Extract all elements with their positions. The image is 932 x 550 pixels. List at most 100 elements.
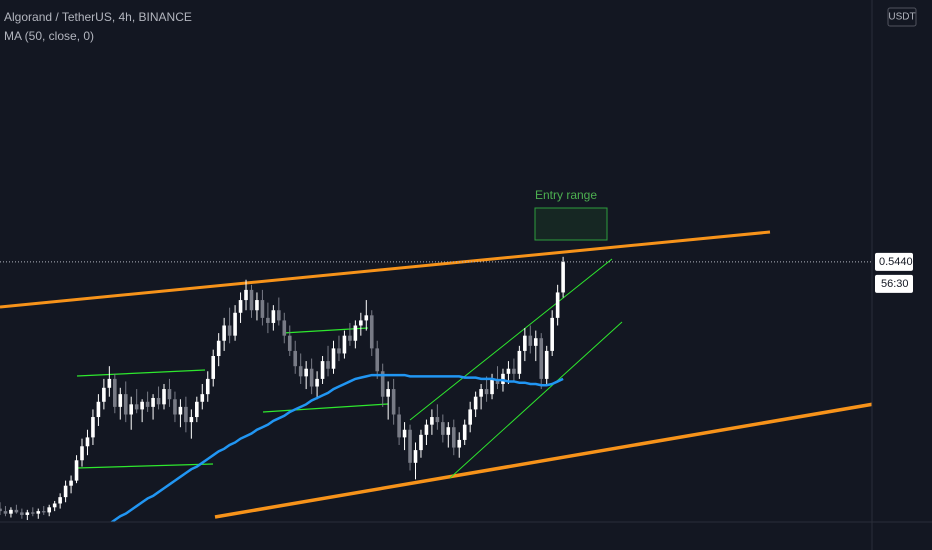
candle-body [14,509,19,513]
candle-body [337,348,341,354]
candle-body [80,446,84,461]
candle-body [293,350,298,367]
candle-body [424,424,429,435]
candle-body [309,368,314,387]
candle-body [52,503,57,508]
candle-body [348,335,352,341]
candle-body [517,350,522,374]
candle-body [326,361,330,369]
plot [0,256,872,522]
candle-body [41,511,46,513]
chart-title: Algorand / TetherUS, 4h, BINANCE [4,10,192,24]
candle-body [238,300,243,313]
support-line [76,369,206,377]
candle-body [451,427,456,448]
candle-body [123,394,128,415]
candle-body [419,434,423,451]
candle-body [386,389,390,397]
trend-line [214,402,872,519]
candle-body [369,315,374,349]
candle-body [506,368,511,374]
candle-body [195,401,199,418]
candle-body [244,289,248,301]
candle-body [298,366,303,377]
candle-body [473,396,478,410]
candle-body [501,373,505,384]
candle-body [304,368,308,377]
candle-body [457,439,462,448]
trend-line [0,230,771,309]
candle-body [375,348,380,372]
candle-body [287,335,292,351]
candle-body [413,450,418,463]
support-line [262,403,389,413]
candle-body [282,320,287,336]
channel-line [409,258,613,421]
candle-body [561,261,565,293]
candle-body [74,460,79,481]
candle-body [118,394,123,407]
candle-body [205,378,210,395]
candle-body [151,397,155,407]
candle-body [446,427,451,435]
candle-body [69,480,73,486]
candle-body [441,422,445,435]
candle-body [102,387,106,402]
candle-body [36,511,41,514]
countdown: 56:30 [881,278,909,290]
candle-body [462,424,467,440]
candle-body [25,512,30,515]
countdown-box [875,274,913,293]
ma-line [109,373,564,522]
candle-body [315,378,319,387]
candle-body [129,404,134,415]
candle-body [222,325,226,341]
candle-body [211,356,216,379]
candle-body [216,340,221,357]
candle-body [227,325,232,336]
candle-body [107,378,112,388]
candle-body [380,371,385,397]
candle-body [544,350,549,379]
candle-body [528,335,533,346]
candle-body [533,338,538,346]
candle-body [331,348,336,369]
candle-body [91,417,95,438]
candle-body [113,378,117,407]
candle-body [468,409,472,425]
price-label: 0.5440 [879,256,913,268]
candle-body [353,325,358,341]
indicator-legend: MA (50, close, 0) [4,29,94,43]
candle-body [200,394,205,402]
candle-body [550,317,554,351]
candle-body [271,310,276,323]
candle-body [266,317,270,323]
candle-body [260,300,265,318]
candle-body [402,429,407,438]
entry-box [534,207,608,241]
currency: USDT [888,12,915,23]
candle-body [85,437,90,447]
candle-body [31,512,35,514]
candle-body [140,401,144,410]
candle-body [391,389,396,415]
drawings [0,207,872,519]
currency-box[interactable] [887,7,917,27]
candle-body [430,417,434,425]
candle-body [539,338,544,379]
annotation: Entry range [535,188,597,202]
candle-body [342,335,347,354]
candle-body [255,300,259,311]
candle-body [63,485,68,498]
candle-body [495,378,500,384]
candle-body [58,497,62,504]
axes: 0.5440 56:30 [875,252,913,293]
candle-body [435,417,440,423]
candle-body [364,315,369,321]
price-label-box [875,252,913,271]
candle-body [162,389,166,405]
candle-body [0,508,2,512]
candle-body [490,378,494,395]
candle-body [184,406,188,423]
